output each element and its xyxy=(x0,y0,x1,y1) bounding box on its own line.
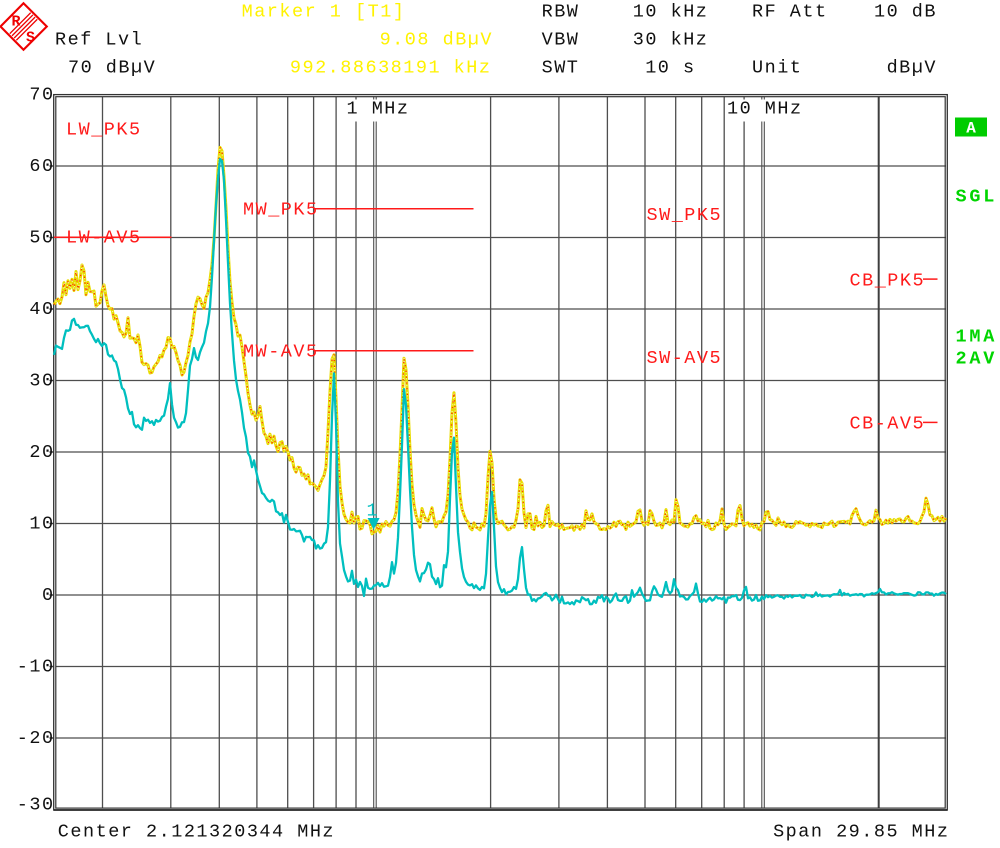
svg-text:Center 2.121320344 MHz: Center 2.121320344 MHz xyxy=(58,822,335,843)
svg-text:20: 20 xyxy=(29,442,54,463)
svg-text:10 kHz: 10 kHz xyxy=(633,2,709,23)
svg-text:SWT: SWT xyxy=(542,58,580,79)
svg-text:30: 30 xyxy=(29,370,54,391)
svg-text:-30: -30 xyxy=(17,795,55,816)
svg-text:2AV: 2AV xyxy=(956,349,998,370)
svg-text:RF Att: RF Att xyxy=(752,2,828,23)
svg-text:Span 29.85 MHz: Span 29.85 MHz xyxy=(773,822,949,843)
svg-text:1 MHz: 1 MHz xyxy=(347,99,410,120)
svg-text:MW_PK5: MW_PK5 xyxy=(243,200,319,221)
svg-text:992.88638191 kHz: 992.88638191 kHz xyxy=(290,58,492,79)
svg-text:CB_PK5: CB_PK5 xyxy=(850,270,926,291)
svg-text:SW_PK5: SW_PK5 xyxy=(647,205,723,226)
svg-text:10: 10 xyxy=(29,513,54,534)
svg-text:1MA: 1MA xyxy=(956,327,998,348)
svg-text:70 dBµV: 70 dBµV xyxy=(68,58,156,79)
svg-text:-20: -20 xyxy=(17,728,55,749)
svg-text:Ref Lvl: Ref Lvl xyxy=(55,30,143,51)
svg-text:S: S xyxy=(26,30,35,47)
svg-text:R: R xyxy=(12,14,21,31)
svg-text:LW-AV5: LW-AV5 xyxy=(66,228,142,249)
svg-text:10 MHz: 10 MHz xyxy=(727,99,803,120)
svg-text:-10: -10 xyxy=(17,656,55,677)
svg-text:Marker 1 [T1]: Marker 1 [T1] xyxy=(242,2,406,23)
svg-text:60: 60 xyxy=(29,156,54,177)
svg-text:MW-AV5: MW-AV5 xyxy=(243,342,319,363)
svg-text:VBW: VBW xyxy=(542,30,580,51)
svg-text:40: 40 xyxy=(29,299,54,320)
svg-text:SGL: SGL xyxy=(956,187,998,208)
svg-text:dBµV: dBµV xyxy=(887,58,937,79)
svg-text:1: 1 xyxy=(367,500,380,521)
svg-text:A: A xyxy=(966,120,976,138)
svg-text:30 kHz: 30 kHz xyxy=(633,30,709,51)
svg-text:0: 0 xyxy=(42,585,55,606)
svg-text:RBW: RBW xyxy=(542,2,580,23)
svg-text:CB-AV5: CB-AV5 xyxy=(850,414,926,435)
svg-text:70: 70 xyxy=(29,84,54,105)
svg-text:SW-AV5: SW-AV5 xyxy=(647,348,723,369)
svg-text:10 s: 10 s xyxy=(645,58,695,79)
svg-text:LW_PK5: LW_PK5 xyxy=(66,120,142,141)
svg-text:Unit: Unit xyxy=(752,58,802,79)
svg-text:9.08 dBµV: 9.08 dBµV xyxy=(380,30,493,51)
svg-text:50: 50 xyxy=(29,227,54,248)
svg-text:10 dB: 10 dB xyxy=(874,2,937,23)
